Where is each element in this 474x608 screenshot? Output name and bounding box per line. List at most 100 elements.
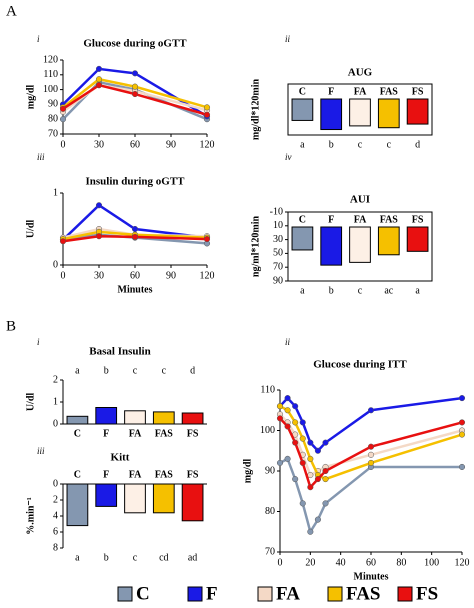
series-line: [62, 77, 208, 109]
data-point: [299, 435, 306, 442]
category-label: FA: [354, 86, 367, 97]
y-axis-label: mg/dl*120min: [250, 79, 261, 141]
y-tick-label: 2: [53, 374, 58, 385]
y-tick-label: 70: [265, 546, 275, 557]
y-tick-label: 0: [53, 418, 58, 429]
bar: [181, 483, 204, 522]
data-point: [307, 528, 314, 535]
data-point: [307, 484, 314, 491]
y-tick-label: 0: [53, 478, 58, 489]
significance-letter: c: [387, 139, 392, 150]
y-axis-label: mg/dl: [242, 459, 253, 484]
data-point: [276, 415, 284, 422]
data-point: [299, 459, 306, 466]
category-label: FAS: [155, 469, 174, 480]
data-point: [59, 116, 67, 123]
series-line: [62, 230, 208, 241]
legend-label: FAS: [346, 583, 380, 604]
bar: [181, 412, 204, 425]
series-line: [62, 67, 208, 118]
data-point: [284, 407, 291, 414]
significance-letter: d: [415, 139, 420, 150]
panel-number: i: [37, 337, 40, 347]
y-tick-label: 1: [53, 187, 58, 198]
legend-label: FA: [276, 583, 300, 604]
x-tick-label: 30: [94, 139, 104, 150]
data-point: [458, 395, 466, 402]
significance-letter: b: [329, 285, 334, 296]
data-point: [276, 403, 284, 410]
category-label: C: [299, 214, 306, 225]
significance-letter: b: [329, 139, 334, 150]
significance-letter: a: [415, 285, 420, 296]
category-label: F: [328, 214, 334, 225]
y-tick-label: 10: [273, 220, 283, 231]
data-point: [95, 65, 103, 72]
x-tick-label: 90: [166, 139, 176, 150]
x-tick-label: 60: [366, 557, 376, 568]
data-point: [314, 516, 321, 523]
x-tick-label: 60: [130, 139, 140, 150]
chart-title: Basal Insulin: [89, 346, 150, 358]
legend-swatch: [187, 586, 203, 602]
y-axis-label: mg/dl: [25, 85, 36, 110]
category-label: FS: [187, 428, 199, 439]
data-point: [367, 443, 375, 450]
data-point: [284, 423, 291, 430]
category-label: FS: [412, 86, 424, 97]
category-label: C: [74, 469, 81, 480]
data-point: [458, 419, 466, 426]
legend-swatch: [257, 586, 273, 602]
legend-swatch: [117, 586, 133, 602]
panel-number: iii: [37, 446, 45, 456]
significance-letter: a: [300, 285, 305, 296]
significance-letter: cd: [159, 552, 168, 563]
x-tick-label: 120: [200, 139, 215, 150]
category-label: FA: [354, 214, 367, 225]
bar: [124, 483, 146, 514]
bar: [66, 483, 89, 527]
data-point: [458, 463, 466, 471]
category-label: F: [328, 86, 334, 97]
category-label: C: [299, 86, 306, 97]
section-label: B: [6, 318, 16, 334]
significance-letter: c: [358, 139, 363, 150]
data-point: [307, 439, 314, 446]
data-point: [292, 403, 299, 410]
category-label: F: [103, 428, 109, 439]
legend-label: FS: [416, 583, 438, 604]
bar: [377, 98, 400, 129]
plot-frame: [287, 83, 433, 136]
y-tick-label: 0: [53, 259, 58, 270]
y-tick-label: 2: [53, 494, 58, 505]
data-point: [95, 233, 103, 240]
legend-label: C: [136, 583, 150, 604]
x-axis-label: Minutes: [118, 284, 153, 295]
data-point: [131, 233, 139, 240]
data-point: [292, 476, 299, 483]
data-point: [131, 83, 139, 90]
y-tick-label: 80: [48, 113, 58, 124]
y-tick-label: 110: [260, 384, 275, 395]
significance-letter: c: [133, 365, 138, 376]
data-point: [284, 395, 291, 402]
data-point: [203, 111, 211, 118]
category-label: F: [103, 469, 109, 480]
bar: [95, 483, 118, 507]
bar: [320, 226, 343, 266]
data-point: [322, 439, 329, 446]
y-tick-label: 70: [273, 261, 283, 272]
y-tick-label: 8: [53, 542, 58, 553]
chart-title: AUI: [350, 194, 370, 206]
significance-letter: b: [104, 552, 109, 563]
significance-letter: ad: [188, 552, 197, 563]
data-point: [276, 459, 284, 466]
x-tick-label: 60: [130, 270, 140, 281]
series-line: [62, 203, 208, 241]
legend-label: F: [206, 583, 218, 604]
x-tick-label: 90: [166, 270, 176, 281]
bar: [406, 226, 429, 252]
data-point: [95, 202, 103, 209]
category-label: C: [74, 428, 81, 439]
